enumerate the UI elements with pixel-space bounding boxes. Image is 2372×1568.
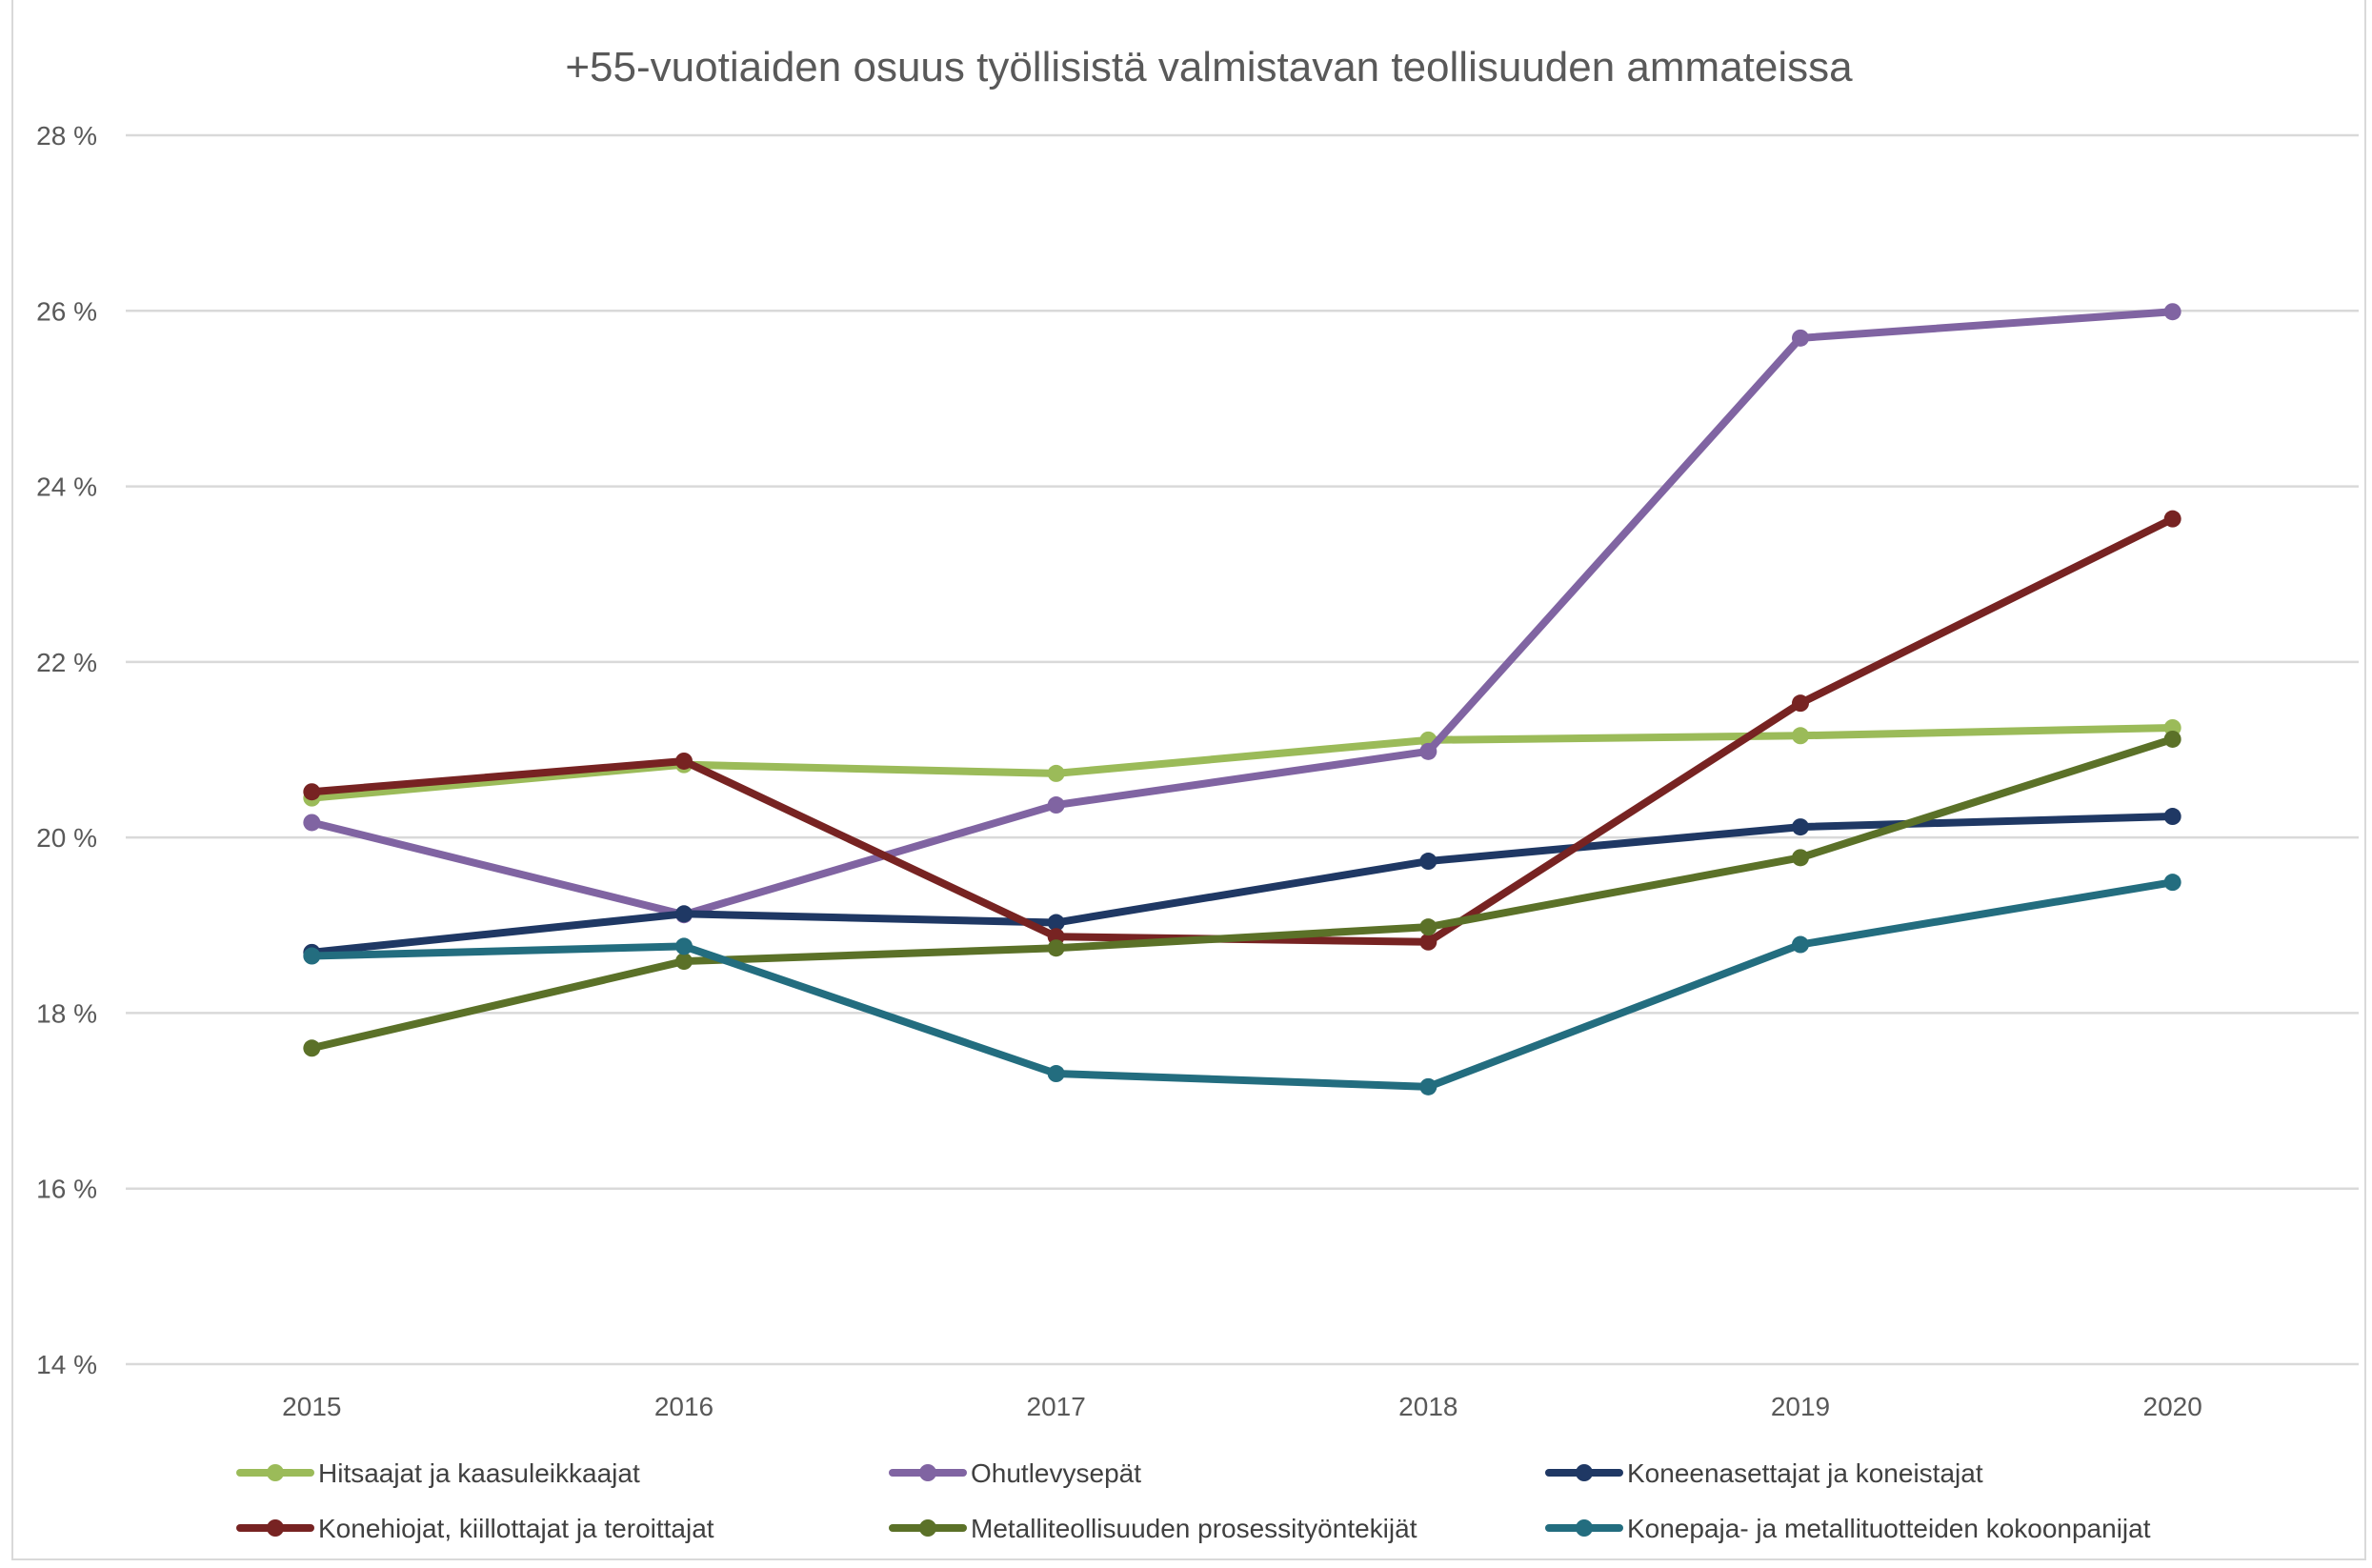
data-point: [1047, 914, 1065, 932]
legend-swatch-marker: [1576, 1464, 1593, 1481]
data-point: [1419, 1077, 1437, 1096]
data-point: [1419, 742, 1437, 760]
y-tick-label: 24 %: [36, 472, 97, 502]
x-tick-label: 2016: [654, 1392, 714, 1421]
legend-swatch-marker: [267, 1519, 284, 1537]
legend-item: Metalliteollisuuden prosessityöntekijät: [889, 1514, 1417, 1543]
data-point: [2163, 510, 2181, 528]
series-6: [303, 874, 2181, 1096]
y-tick-label: 28 %: [36, 121, 97, 151]
y-tick-label: 14 %: [36, 1350, 97, 1379]
x-axis-tick-labels: 2015 2016 2017 2018 2019 2020: [282, 1392, 2202, 1421]
data-point: [303, 1039, 321, 1057]
data-point: [675, 905, 693, 923]
data-point: [2163, 730, 2181, 748]
data-point: [1792, 818, 1809, 836]
series-line: [308, 308, 2177, 919]
legend-label: Konehiojat, kiillottajat ja teroittajat: [318, 1514, 714, 1543]
y-tick-label: 18 %: [36, 998, 97, 1028]
legend-label: Metalliteollisuuden prosessityöntekijät: [971, 1514, 1417, 1543]
data-point: [303, 947, 321, 965]
series-line: [308, 878, 2177, 1091]
series-3: [303, 808, 2181, 961]
y-tick-label: 20 %: [36, 823, 97, 853]
legend-label: Ohutlevysepät: [971, 1458, 1141, 1488]
x-tick-label: 2015: [282, 1392, 341, 1421]
data-point: [1792, 329, 1809, 347]
legend-label: Koneenasettajat ja koneistajat: [1627, 1458, 1983, 1488]
data-point: [1419, 853, 1437, 871]
legend-item: Ohutlevysepät: [889, 1458, 1141, 1488]
legend: Hitsaajat ja kaasuleikkaajat Ohutlevysepä…: [236, 1458, 2151, 1543]
data-point: [1047, 764, 1065, 782]
data-point: [1419, 918, 1437, 936]
data-point: [1792, 694, 1809, 713]
series-line: [308, 734, 2177, 1053]
legend-item: Konehiojat, kiillottajat ja teroittajat: [236, 1514, 714, 1543]
data-point: [675, 752, 693, 770]
y-tick-label: 26 %: [36, 296, 97, 326]
data-point: [2163, 874, 2181, 892]
legend-swatch-marker: [919, 1519, 936, 1537]
data-point: [1792, 935, 1809, 954]
x-tick-label: 2019: [1771, 1392, 1830, 1421]
chart-title: +55-vuotiaiden osuus työllisistä valmist…: [565, 44, 1853, 90]
gridlines: [126, 133, 2359, 1366]
legend-item: Koneenasettajat ja koneistajat: [1545, 1458, 1983, 1488]
legend-label: Hitsaajat ja kaasuleikkaajat: [318, 1458, 640, 1488]
series-5: [303, 730, 2181, 1057]
data-point: [1419, 933, 1437, 951]
series-2: [303, 303, 2181, 924]
data-point: [675, 953, 693, 971]
data-point: [2163, 303, 2181, 321]
data-point: [1047, 1065, 1065, 1083]
y-axis-tick-labels: 14 % 16 % 18 % 20 % 22 % 24 % 26 % 28 %: [36, 121, 97, 1379]
y-tick-label: 16 %: [36, 1175, 97, 1204]
data-point: [1792, 727, 1809, 745]
x-tick-label: 2017: [1027, 1392, 1086, 1421]
x-tick-label: 2018: [1398, 1392, 1457, 1421]
legend-label: Konepaja- ja metallituotteiden kokoonpan…: [1627, 1514, 2151, 1543]
data-point: [303, 814, 321, 832]
series-line: [308, 723, 2177, 802]
data-point: [1792, 849, 1809, 867]
series-1: [303, 718, 2181, 807]
y-tick-label: 22 %: [36, 648, 97, 677]
x-tick-label: 2020: [2143, 1392, 2202, 1421]
data-point: [1047, 939, 1065, 957]
data-point: [1047, 796, 1065, 814]
legend-swatch-marker: [267, 1464, 284, 1481]
data-point: [2163, 808, 2181, 826]
series-lines: [303, 303, 2181, 1096]
legend-swatch-marker: [919, 1464, 936, 1481]
series-line: [308, 813, 2177, 956]
data-point: [675, 937, 693, 955]
legend-item: Konepaja- ja metallituotteiden kokoonpan…: [1545, 1514, 2151, 1543]
chart-area: +55-vuotiaiden osuus työllisistä valmist…: [11, 0, 2366, 1560]
line-chart: +55-vuotiaiden osuus työllisistä valmist…: [36, 44, 2359, 1543]
legend-swatch-marker: [1576, 1519, 1593, 1537]
legend-item: Hitsaajat ja kaasuleikkaajat: [236, 1458, 640, 1488]
data-point: [303, 783, 321, 801]
